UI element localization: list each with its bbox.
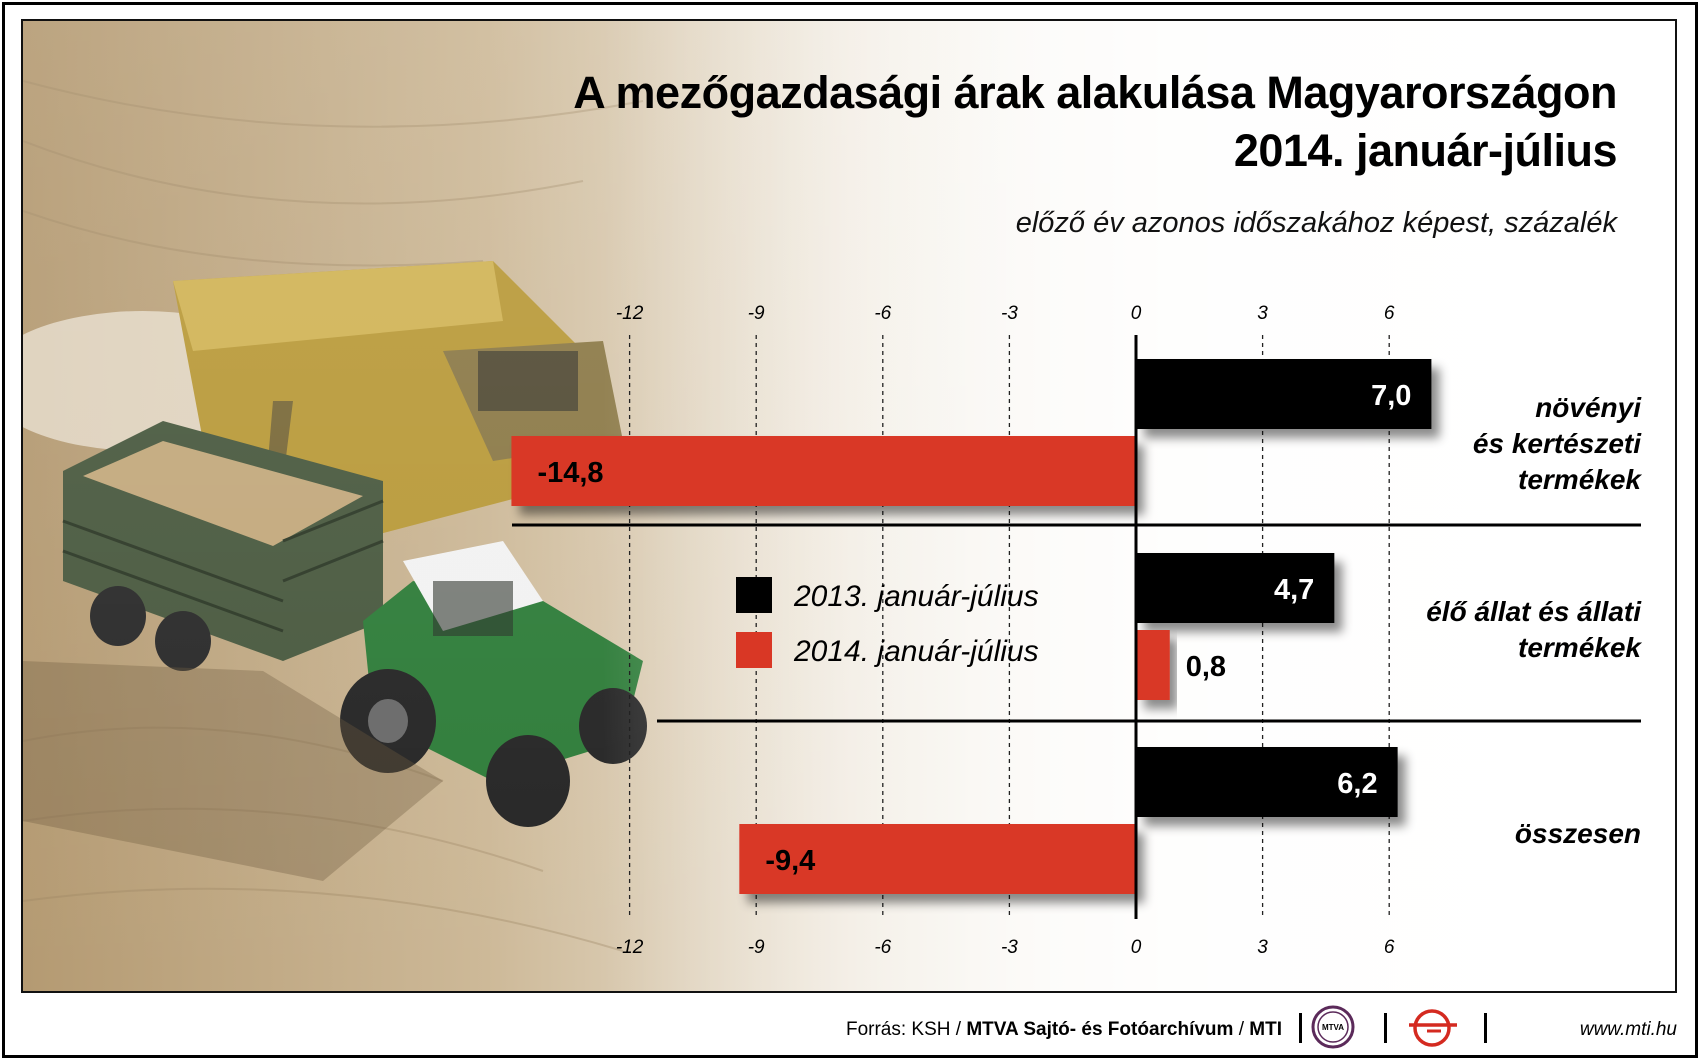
source-credit: Forrás: KSH / MTVA Sajtó- és Fotóarchívu… xyxy=(846,1019,1282,1041)
data-label: 7,0 xyxy=(1371,380,1411,412)
source-archive: MTVA Sajtó- és Fotóarchívum xyxy=(966,1019,1234,1040)
category-label: összesen xyxy=(1515,818,1641,849)
chart-title-line2: 2014. január-július xyxy=(1233,125,1618,176)
legend-label-2014: 2014. január-július xyxy=(793,635,1039,668)
tick-label-top: 3 xyxy=(1257,303,1268,324)
source-prefix: Forrás: KSH / xyxy=(845,1019,967,1040)
footer-separator xyxy=(1484,1013,1487,1043)
bar-2014 xyxy=(1136,630,1170,700)
data-label: 4,7 xyxy=(1274,574,1314,606)
tick-label-top: -3 xyxy=(1001,303,1018,324)
tick-label-top: -9 xyxy=(748,303,765,324)
data-label: 0,8 xyxy=(1186,651,1226,683)
chart-title-line1: A mezőgazdasági árak alakulása Magyarors… xyxy=(573,67,1617,118)
website-link[interactable]: www.mti.hu xyxy=(1579,1019,1677,1040)
tick-label-top: -12 xyxy=(616,303,644,324)
source-mti: MTI xyxy=(1249,1019,1282,1040)
tick-label-bottom: -6 xyxy=(874,937,891,958)
data-label: -9,4 xyxy=(765,845,815,877)
bar-2014 xyxy=(511,436,1136,506)
tick-label-bottom: 6 xyxy=(1384,937,1395,958)
tick-label-bottom: -12 xyxy=(616,937,644,958)
legend-label-2013: 2013. január-július xyxy=(793,580,1039,613)
category-label: és kertészeti xyxy=(1473,428,1642,459)
footer-separator xyxy=(1384,1013,1387,1043)
tick-label-bottom: 3 xyxy=(1257,937,1268,958)
tick-label-bottom: -9 xyxy=(748,937,765,958)
tick-label-bottom: 0 xyxy=(1131,937,1142,958)
chart-panel: A mezőgazdasági árak alakulása Magyarors… xyxy=(21,19,1677,993)
category-label: termékek xyxy=(1518,464,1642,495)
category-label: növényi xyxy=(1535,392,1642,423)
tick-label-top: -6 xyxy=(874,303,891,324)
data-label: 6,2 xyxy=(1337,768,1377,800)
tick-label-top: 0 xyxy=(1131,303,1142,324)
tick-label-top: 6 xyxy=(1384,303,1395,324)
bar-2014 xyxy=(739,824,1136,894)
tick-label-bottom: -3 xyxy=(1001,937,1018,958)
category-label: élő állat és állati xyxy=(1426,596,1642,627)
footer: Forrás: KSH / MTVA Sajtó- és Fotóarchívu… xyxy=(21,1001,1677,1055)
mti-logo-icon xyxy=(1409,1009,1457,1047)
bar-chart: -12 -9 -6 -3 0 3 6 -12 -9 -6 -3 0 3 6 7,0 4,7 6,2 -14,8… xyxy=(511,303,1642,958)
footer-separator xyxy=(1299,1013,1302,1043)
mtva-logo-icon: MTVA xyxy=(1311,1005,1355,1049)
chart-subtitle: előző év azonos időszakához képest, száz… xyxy=(1015,207,1617,239)
category-label: termékek xyxy=(1518,632,1642,663)
bar-2013 xyxy=(1136,747,1398,817)
bar-2013 xyxy=(1136,553,1335,623)
data-label: -14,8 xyxy=(537,457,603,489)
source-separator: / xyxy=(1233,1019,1250,1040)
legend: 2013. január-július 2014. január-július xyxy=(736,577,1039,668)
legend-swatch-2014 xyxy=(736,632,772,668)
mtva-logo-text: MTVA xyxy=(1322,1023,1344,1032)
legend-swatch-2013 xyxy=(736,577,772,613)
bar-2013 xyxy=(1136,359,1432,429)
